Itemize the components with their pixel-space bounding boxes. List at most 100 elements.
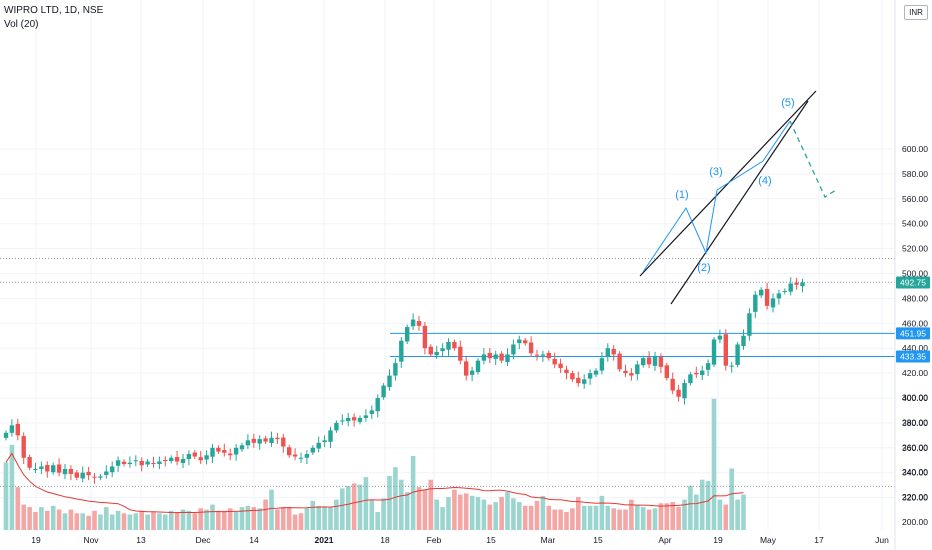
volume-bar — [511, 498, 516, 530]
time-tick-label: 19 — [713, 535, 723, 545]
volume-indicator-title[interactable]: Vol (20) — [4, 19, 39, 30]
candle — [346, 412, 351, 427]
candle-body — [228, 453, 233, 456]
candle — [357, 415, 363, 425]
volume-bar — [104, 507, 109, 530]
elliott-wave-path[interactable] — [642, 120, 791, 273]
candle — [770, 293, 776, 313]
candle — [98, 473, 103, 481]
wedge-lower-trendline[interactable] — [670, 100, 809, 305]
candle-body — [723, 334, 728, 366]
candle — [192, 450, 197, 460]
volume-bar — [216, 512, 221, 530]
volume-bar — [127, 514, 133, 530]
candle-body — [310, 447, 315, 453]
volume-bar — [576, 497, 581, 530]
candle-body — [239, 445, 245, 450]
candle — [239, 442, 245, 452]
volume-bar — [9, 444, 15, 530]
volume-bar — [245, 505, 251, 530]
price-axis[interactable]: 600.00 580.00 560.00 540.00 520.00 500.00 480.… — [902, 144, 928, 503]
candle-body — [676, 389, 681, 397]
volume-bar — [446, 497, 451, 530]
volume-bar — [522, 505, 528, 530]
wave-label: (5) — [781, 97, 794, 109]
volume-bar — [552, 509, 557, 530]
volume-bar — [393, 467, 398, 530]
volume-bar — [410, 456, 416, 530]
candle-body — [139, 460, 144, 466]
candle — [517, 335, 522, 350]
candle — [198, 451, 203, 464]
volume-bar — [434, 499, 439, 530]
candle-body — [558, 363, 563, 369]
candle — [428, 344, 433, 357]
candle — [552, 352, 557, 369]
candle — [56, 458, 62, 477]
volume-bar — [428, 479, 434, 530]
volume-tick-label: 260.00 — [902, 442, 928, 452]
candle — [582, 374, 587, 389]
candle-body — [39, 466, 44, 469]
candle — [469, 366, 475, 382]
candle — [316, 436, 321, 453]
time-axis[interactable]: 19 Nov 13 Dec 14 2021 18 Feb 15 Mar 15 Apr 19 May 17 Ju… — [31, 535, 889, 545]
volume-bar — [180, 509, 186, 530]
volume-bar — [593, 505, 599, 530]
volume-bar — [635, 504, 640, 530]
candle-body — [328, 430, 333, 442]
price-tag-text: 451.95 — [900, 328, 926, 338]
candle — [15, 418, 20, 441]
candle-body — [741, 335, 746, 346]
candle-body — [104, 471, 109, 475]
candle — [405, 324, 410, 344]
candle-body — [86, 471, 91, 476]
volume-bar — [493, 502, 498, 530]
candle-body — [694, 372, 699, 375]
candle-body — [56, 464, 62, 473]
volume-bar — [115, 510, 121, 530]
candle-body — [275, 437, 280, 440]
candle-body — [735, 344, 740, 365]
candle-body — [405, 327, 410, 342]
candle-body — [186, 454, 192, 460]
candle-body — [357, 417, 363, 422]
projection-path[interactable] — [789, 120, 837, 198]
volume-bar — [145, 514, 150, 530]
volume-axis[interactable]: 300.00 280.00 260.00 240.00 220.00 200.00 — [902, 393, 928, 528]
candle — [410, 313, 416, 331]
candle-body — [304, 454, 310, 458]
candle-body — [452, 341, 457, 349]
candle — [145, 459, 150, 467]
candle-body — [629, 373, 634, 376]
volume-bar — [729, 468, 734, 530]
candle — [540, 350, 546, 362]
candle-body — [245, 440, 251, 446]
volume-bar — [298, 513, 304, 530]
time-tick-label: 2021 — [315, 535, 334, 545]
candle-body — [62, 468, 68, 475]
candle-body — [21, 436, 26, 458]
candle — [399, 336, 404, 368]
candle — [180, 454, 186, 468]
candle-body — [652, 356, 658, 366]
drawings[interactable]: (1) (2) (3) (4) (5) — [639, 90, 837, 305]
candle — [92, 472, 97, 484]
candle — [275, 432, 280, 445]
candle-body — [127, 462, 133, 464]
symbol-title[interactable]: WIPRO LTD, 1D, NSE — [4, 5, 104, 16]
volume-bar — [86, 515, 91, 530]
candle — [62, 463, 68, 480]
volume-bar — [174, 512, 180, 530]
candle — [759, 287, 764, 298]
volume-bar — [316, 505, 321, 530]
price-tick-label: 380.00 — [902, 418, 928, 428]
volume-bar — [452, 489, 457, 530]
candle — [393, 358, 398, 381]
volume-bar — [381, 498, 386, 530]
candle-body — [800, 282, 805, 287]
candle — [652, 351, 658, 371]
candle — [499, 351, 504, 364]
candle-body — [257, 439, 262, 444]
